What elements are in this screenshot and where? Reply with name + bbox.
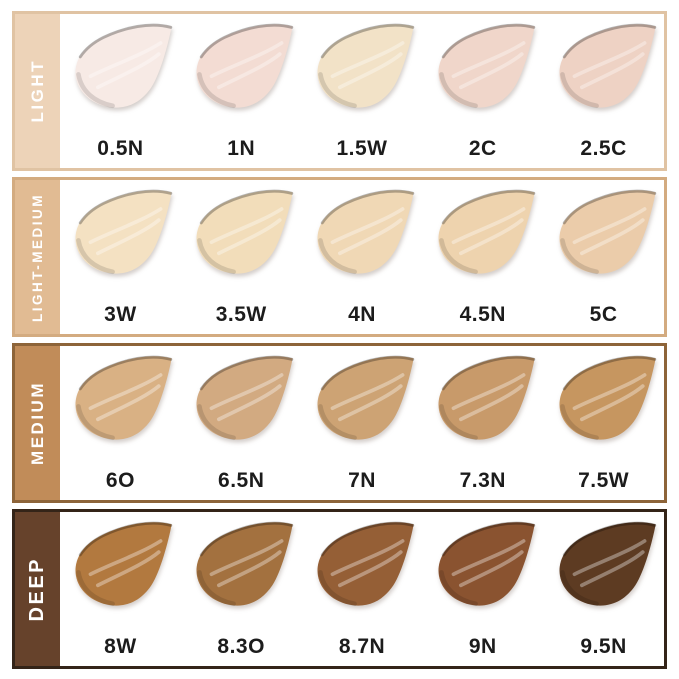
shade-code: 1.5W [336, 137, 388, 160]
shade-code: 2C [468, 137, 497, 160]
shade-cell: 6.5N [181, 346, 302, 500]
foundation-smear-swatch [559, 189, 656, 281]
shade-cell: 1.5W [302, 14, 423, 168]
shade-code: 1N [227, 137, 256, 160]
shade-code: 5C [589, 303, 618, 326]
shade-code: 8W [104, 635, 137, 658]
shade-code: 7.5W [578, 469, 630, 492]
foundation-smear-swatch [75, 189, 173, 281]
foundation-smear-swatch [75, 23, 173, 115]
swatch-cells: 8W 8.3O 8.7N 9 [60, 512, 664, 666]
shade-code: 7N [348, 469, 376, 492]
group-label: DEEP [26, 556, 48, 622]
shade-code: 4N [348, 303, 376, 326]
shade-cell: 4N [302, 180, 423, 334]
shade-code: 6.5N [218, 469, 265, 492]
foundation-smear-swatch [75, 355, 173, 447]
shade-code: 4.5N [459, 303, 506, 326]
group-band-medium: MEDIUM [15, 346, 60, 500]
foundation-smear-swatch [75, 521, 173, 613]
shade-code: 6O [105, 469, 135, 492]
shade-cell: 7N [302, 346, 423, 500]
shade-cell: 8W [60, 512, 181, 666]
shade-cell: 4.5N [422, 180, 543, 334]
foundation-smear-swatch [317, 521, 415, 613]
shade-cell: 7.5W [543, 346, 664, 500]
shade-cell: 8.7N [302, 512, 423, 666]
shade-cell: 8.3O [181, 512, 302, 666]
swatch-cells: 0.5N 1N 1.5W 2 [60, 14, 664, 168]
shade-group-light: LIGHT 0.5N 1N [12, 11, 667, 171]
shade-group-medium: MEDIUM 6O 6.5N [12, 343, 667, 503]
group-label: MEDIUM [27, 381, 47, 465]
shade-code: 9N [468, 635, 497, 658]
shade-cell: 1N [181, 14, 302, 168]
foundation-smear-swatch [438, 521, 536, 613]
shade-cell: 2.5C [543, 14, 664, 168]
foundation-smear-swatch [196, 521, 294, 613]
shade-cell: 0.5N [60, 14, 181, 168]
foundation-smear-swatch [196, 189, 294, 281]
foundation-smear-swatch [559, 355, 656, 447]
foundation-smear-swatch [559, 521, 656, 613]
shade-code: 2.5C [580, 137, 627, 160]
foundation-smear-swatch [196, 355, 294, 447]
foundation-smear-swatch [196, 23, 294, 115]
group-label: LIGHT [27, 59, 47, 123]
shade-code: 3W [104, 303, 137, 326]
foundation-smear-swatch [559, 23, 656, 115]
foundation-smear-swatch [438, 189, 536, 281]
foundation-smear-swatch [317, 355, 415, 447]
foundation-smear-swatch [438, 355, 536, 447]
shade-cell: 2C [422, 14, 543, 168]
shade-code: 0.5N [97, 137, 144, 160]
shade-cell: 6O [60, 346, 181, 500]
shade-cell: 5C [543, 180, 664, 334]
shade-code: 8.7N [338, 635, 386, 658]
shade-code: 9.5N [580, 635, 627, 658]
swatch-cells: 6O 6.5N 7N 7.3 [60, 346, 664, 500]
shade-group-deep: DEEP 8W 8.3O [12, 509, 667, 669]
group-label: LIGHT-MEDIUM [30, 192, 45, 322]
shade-cell: 3.5W [181, 180, 302, 334]
shade-code: 3.5W [215, 303, 267, 326]
foundation-smear-swatch [317, 23, 415, 115]
foundation-smear-swatch [317, 189, 415, 281]
shade-code: 8.3O [217, 635, 265, 658]
group-band-deep: DEEP [15, 512, 60, 666]
group-band-light-medium: LIGHT-MEDIUM [15, 180, 60, 334]
shade-code: 7.3N [459, 469, 506, 492]
shade-cell: 9N [422, 512, 543, 666]
shade-group-light-medium: LIGHT-MEDIUM 3W 3.5W [12, 177, 667, 337]
group-band-light: LIGHT [15, 14, 60, 168]
shade-cell: 3W [60, 180, 181, 334]
swatch-cells: 3W 3.5W 4N 4.5 [60, 180, 664, 334]
shade-cell: 9.5N [543, 512, 664, 666]
shade-cell: 7.3N [422, 346, 543, 500]
foundation-smear-swatch [438, 23, 536, 115]
